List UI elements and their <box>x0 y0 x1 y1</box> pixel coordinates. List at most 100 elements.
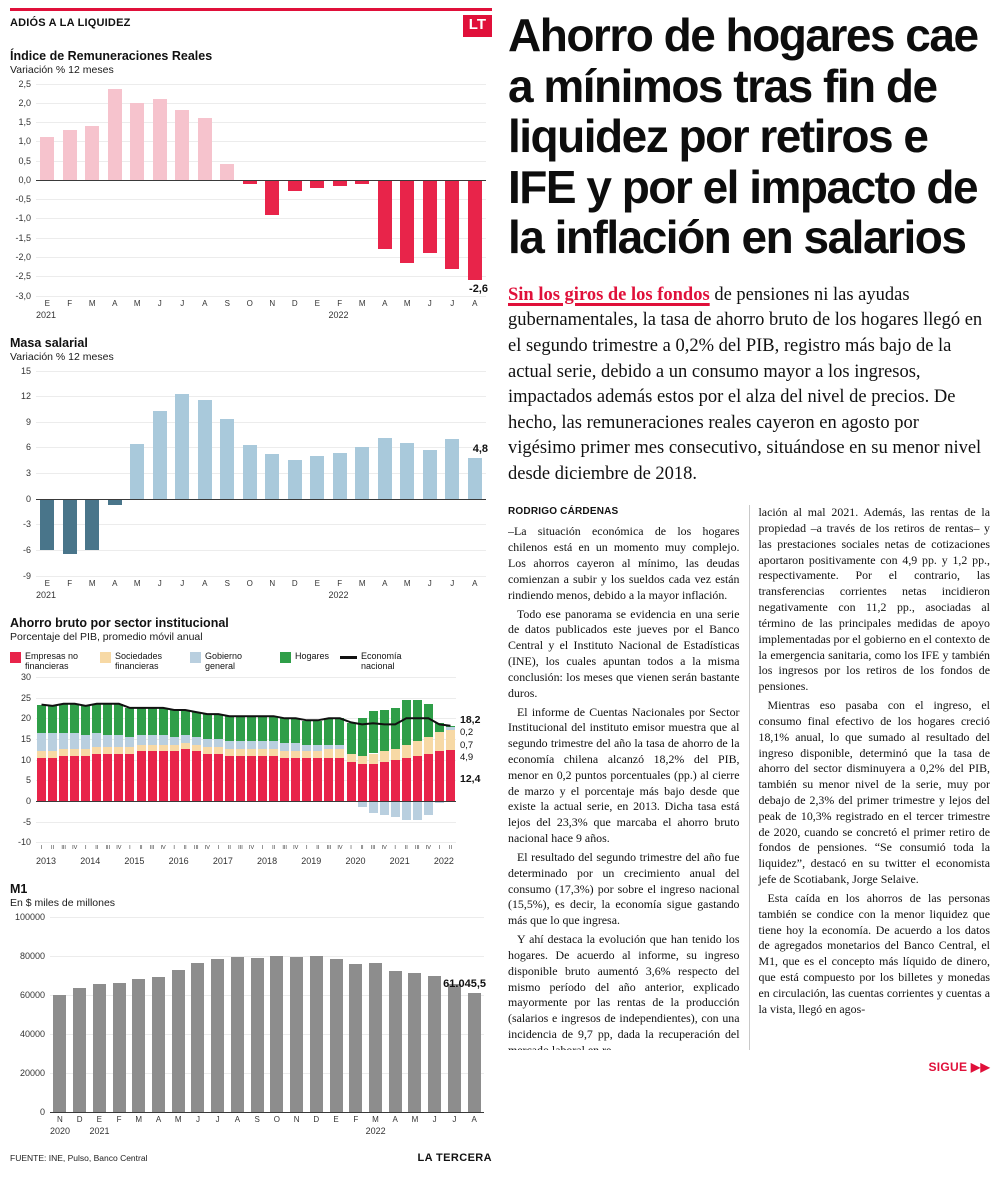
y-axis-label: 2,0 <box>18 97 31 108</box>
bar <box>152 410 167 499</box>
stack-segment <box>125 737 135 748</box>
x-axis-label: A <box>234 1115 241 1125</box>
year-label: 2020 <box>50 1126 71 1137</box>
stack-segment <box>247 741 257 750</box>
x-axis-label: A <box>155 1115 162 1125</box>
color-swatch <box>100 651 111 663</box>
stack-segment <box>92 753 102 801</box>
stack-segment <box>158 751 168 801</box>
x-axis-label: S <box>224 578 230 588</box>
la-tercera-brand: LA TERCERA <box>417 1152 492 1165</box>
x-axis-label: F <box>337 578 343 588</box>
bar <box>310 179 325 188</box>
y-axis-label: -3 <box>22 519 31 530</box>
legend-label: Economía nacional <box>361 650 402 671</box>
stack-segment <box>324 745 334 750</box>
stack-segment <box>114 704 124 735</box>
stack-segment <box>423 704 433 737</box>
x-axis-label: E <box>44 298 50 308</box>
stack-segment <box>103 747 113 754</box>
legend-label: Gobierno general <box>205 650 243 671</box>
chart-m1: M1 En $ miles de millones 100000 80000 600… <box>10 882 492 1140</box>
stack-segment <box>70 755 80 801</box>
gridline <box>36 276 486 278</box>
x-axis-label: J <box>215 1115 220 1125</box>
bar <box>230 957 244 1113</box>
x-axis-label: II <box>95 845 99 852</box>
bar <box>445 438 460 499</box>
bar <box>197 118 212 180</box>
stack-segment <box>202 739 212 748</box>
stack-segment <box>258 749 268 756</box>
bar <box>152 98 167 180</box>
stack-segment <box>202 753 212 801</box>
x-axis-label: III <box>105 845 111 852</box>
x-axis-label: M <box>88 578 96 588</box>
chart-ahorro-sectores: Ahorro bruto por sector institucional Po… <box>10 616 492 871</box>
gridline <box>36 295 486 297</box>
year-label: 2015 <box>124 856 145 867</box>
stack-segment <box>346 753 356 762</box>
stack-segment <box>213 753 223 801</box>
stack-segment <box>302 757 312 801</box>
y-axis-label: 0 <box>25 795 31 806</box>
stack-segment <box>313 720 323 746</box>
stack-segment <box>258 716 268 742</box>
masa-salarial-plot: 15 12 9 6 3 0 -3 -6 -9 E F M A M J J A S O N D E F M A M J J A 2021 20… <box>10 366 492 604</box>
chart-title: Masa salarial <box>10 335 88 350</box>
y-axis-label: 12 <box>20 391 31 402</box>
stack-segment <box>280 743 290 752</box>
stack-segment <box>235 755 245 801</box>
bar <box>400 443 415 499</box>
end-value-label: 0,7 <box>460 739 474 751</box>
bar <box>152 977 165 1113</box>
kicker-label: ADIÓS A LA LIQUIDEZ <box>10 17 131 29</box>
gridline <box>36 524 486 526</box>
stack-segment <box>180 710 190 735</box>
x-axis-label: IV <box>204 845 210 852</box>
bar <box>265 454 280 499</box>
stack-segment <box>125 753 135 801</box>
stack-segment <box>158 734 168 746</box>
year-label: 2022 <box>328 309 349 320</box>
stack-segment <box>412 699 422 742</box>
stack-segment <box>180 734 190 744</box>
x-axis-label: F <box>337 298 343 308</box>
bar <box>132 978 146 1113</box>
national-savings-line <box>41 702 451 727</box>
gridline <box>36 199 486 201</box>
bar <box>467 457 482 499</box>
x-axis-label: I <box>438 845 441 852</box>
year-label: 2022 <box>328 589 349 600</box>
x-axis-label: J <box>427 298 432 308</box>
gridline <box>36 218 486 220</box>
x-axis-label: J <box>450 298 455 308</box>
stack-segment <box>346 722 356 754</box>
stack-segment <box>302 720 312 746</box>
x-axis-label: I <box>261 845 264 852</box>
bar <box>467 993 481 1113</box>
value-annotation: 4,8 <box>472 442 488 455</box>
stack-segment <box>70 749 80 756</box>
stack-segment <box>81 755 91 801</box>
stack-segment <box>434 751 444 801</box>
article-column: Ahorro de hogares cae a mínimos tras fin… <box>508 8 990 1177</box>
stack-segment <box>103 734 113 748</box>
year-label: 2022 <box>365 1126 386 1137</box>
y-axis-label: 2,5 <box>18 78 31 89</box>
stack-segment <box>412 800 422 820</box>
x-axis-label: III <box>282 845 287 852</box>
stack-segment <box>158 708 168 735</box>
x-axis-label: M <box>133 578 141 588</box>
stack-segment <box>368 800 378 814</box>
stack-segment <box>136 734 146 746</box>
stack-segment <box>70 704 80 733</box>
stack-segment <box>335 718 345 746</box>
bar <box>107 89 122 180</box>
x-axis-label: D <box>76 1115 83 1125</box>
x-axis-label: III <box>193 845 199 852</box>
stack-segment <box>235 716 245 742</box>
y-axis-label: 3 <box>25 468 31 478</box>
stack-segment <box>213 714 223 740</box>
